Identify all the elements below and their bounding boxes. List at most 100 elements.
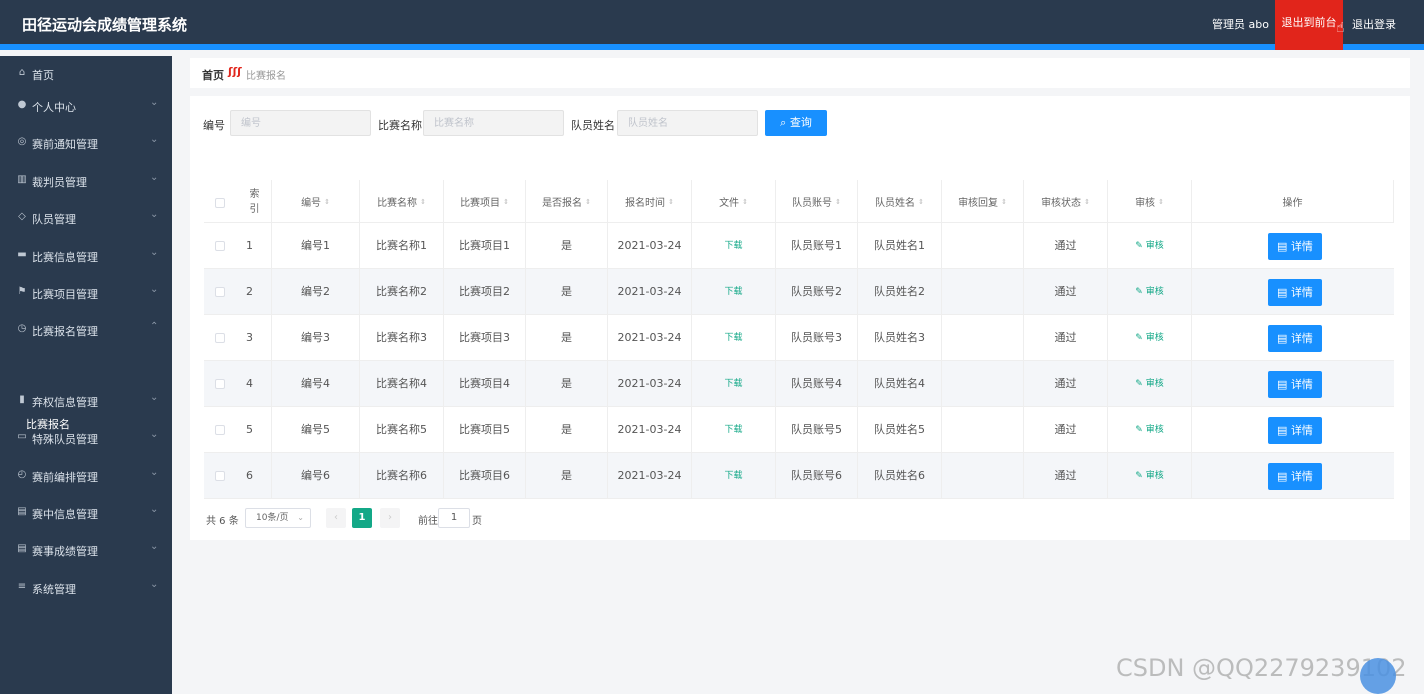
table-cell: 是 bbox=[526, 407, 608, 453]
audit-link[interactable]: ✎ 审核 bbox=[1108, 269, 1192, 315]
current-page-button[interactable]: 1 bbox=[352, 508, 372, 528]
sort-icon[interactable]: ⇕ bbox=[1084, 197, 1090, 206]
page-unit-label: 页 bbox=[472, 516, 482, 527]
column-header[interactable]: 文件 ⇕ bbox=[692, 180, 776, 223]
chevron-icon: ⌄ bbox=[150, 504, 159, 515]
column-header-label: 是否报名 bbox=[542, 198, 583, 209]
sort-icon[interactable]: ⇕ bbox=[668, 197, 674, 206]
sort-icon[interactable]: ⇕ bbox=[1158, 197, 1164, 206]
sidebar-item-8[interactable]: ▮ 弃权信息管理 ⌄ bbox=[0, 383, 172, 419]
sort-icon[interactable]: ⇕ bbox=[918, 197, 924, 206]
sort-icon[interactable]: ⇕ bbox=[420, 197, 426, 206]
sidebar-item-9[interactable]: ▭ 特殊队员管理 ⌄ bbox=[0, 420, 172, 456]
sidebar-subitem-registration[interactable]: 比赛报名 bbox=[26, 418, 70, 431]
audit-link[interactable]: ✎ 审核 bbox=[1108, 223, 1192, 269]
page-size-select[interactable]: 10条/页 ⌄ bbox=[245, 508, 311, 528]
detail-button[interactable]: ▤ 详情 bbox=[1268, 233, 1322, 260]
detail-button[interactable]: ▤ 详情 bbox=[1268, 463, 1322, 490]
detail-button[interactable]: ▤ 详情 bbox=[1268, 417, 1322, 444]
sidebar-item-label: 特殊队员管理 bbox=[32, 433, 98, 446]
column-header[interactable]: 比赛名称 ⇕ bbox=[360, 180, 444, 223]
table-row: 2 编号2 比赛名称2 比赛项目2 是 2021-03-24 队员账号2 队员姓名2 通过 下载 ✎… bbox=[204, 269, 1394, 315]
detail-label: 详情 bbox=[1290, 424, 1313, 437]
row-checkbox[interactable] bbox=[215, 241, 225, 251]
goto-label: 前往 bbox=[418, 516, 438, 527]
column-header[interactable]: 审核状态 ⇕ bbox=[1024, 180, 1108, 223]
sidebar-item-3[interactable]: ▥ 裁判员管理 ⌄ bbox=[0, 163, 172, 199]
prev-page-button[interactable]: ‹ bbox=[326, 508, 346, 528]
breadcrumb-home[interactable]: 首页 bbox=[202, 69, 224, 82]
search-input-player-name[interactable] bbox=[617, 110, 758, 136]
download-link[interactable]: 下载 bbox=[692, 361, 776, 407]
sidebar-item-5[interactable]: ▬ 比赛信息管理 ⌄ bbox=[0, 238, 172, 274]
row-checkbox[interactable] bbox=[215, 471, 225, 481]
query-button[interactable]: ⌕ 查询 bbox=[765, 110, 827, 136]
sidebar-item-10[interactable]: ◴ 赛前编排管理 ⌄ bbox=[0, 458, 172, 494]
chevron-icon: ⌄ bbox=[150, 541, 159, 552]
column-header[interactable]: 报名时间 ⇕ bbox=[608, 180, 692, 223]
edit-icon: ✎ bbox=[1135, 287, 1146, 297]
breadcrumb: 首页 ʃʃʃ 比赛报名 bbox=[190, 58, 1410, 88]
sidebar-item-13[interactable]: ≡ 系统管理 ⌄ bbox=[0, 570, 172, 606]
search-input-id[interactable] bbox=[230, 110, 371, 136]
column-header[interactable]: 索引 bbox=[238, 180, 272, 223]
detail-button[interactable]: ▤ 详情 bbox=[1268, 279, 1322, 306]
sidebar-item-2[interactable]: ◎ 赛前通知管理 ⌄ bbox=[0, 125, 172, 161]
document-icon: ▤ bbox=[1277, 286, 1291, 299]
column-header[interactable]: 编号 ⇕ bbox=[272, 180, 360, 223]
audit-link[interactable]: ✎ 审核 bbox=[1108, 361, 1192, 407]
table-cell: 队员账号6 bbox=[776, 453, 858, 499]
row-checkbox[interactable] bbox=[215, 287, 225, 297]
sort-icon[interactable]: ⇕ bbox=[835, 197, 841, 206]
sidebar-item-11[interactable]: ▤ 赛中信息管理 ⌄ bbox=[0, 495, 172, 531]
table-row: 4 编号4 比赛名称4 比赛项目4 是 2021-03-24 队员账号4 队员姓名4 通过 下载 ✎… bbox=[204, 361, 1394, 407]
next-page-button[interactable]: › bbox=[380, 508, 400, 528]
table-cell: 比赛名称5 bbox=[360, 407, 444, 453]
row-checkbox[interactable] bbox=[215, 333, 225, 343]
detail-button[interactable]: ▤ 详情 bbox=[1268, 371, 1322, 398]
download-link[interactable]: 下载 bbox=[692, 315, 776, 361]
sidebar-item-label: 赛中信息管理 bbox=[32, 508, 98, 521]
table-cell: 4 bbox=[238, 361, 272, 407]
download-link[interactable]: 下载 bbox=[692, 269, 776, 315]
row-checkbox[interactable] bbox=[215, 379, 225, 389]
column-header-label: 队员账号 bbox=[792, 198, 833, 209]
row-checkbox[interactable] bbox=[215, 425, 225, 435]
select-all-checkbox[interactable] bbox=[215, 198, 225, 208]
download-link[interactable]: 下载 bbox=[692, 223, 776, 269]
sort-icon[interactable]: ⇕ bbox=[742, 197, 748, 206]
sidebar-item-1[interactable]: ● 个人中心 ⌄ bbox=[0, 88, 172, 124]
download-link[interactable]: 下载 bbox=[692, 453, 776, 499]
sort-icon[interactable]: ⇕ bbox=[1001, 197, 1007, 206]
sort-icon[interactable]: ⇕ bbox=[324, 197, 330, 206]
audit-link[interactable]: ✎ 审核 bbox=[1108, 453, 1192, 499]
column-header-label: 审核回复 bbox=[958, 198, 999, 209]
sort-icon[interactable]: ⇕ bbox=[585, 197, 591, 206]
goto-page-input[interactable]: 1 bbox=[438, 508, 470, 528]
column-header[interactable]: 审核回复 ⇕ bbox=[942, 180, 1024, 223]
logout-button[interactable]: 退出登录 bbox=[1352, 18, 1396, 31]
sidebar-item-12[interactable]: ▤ 赛事成绩管理 ⌄ bbox=[0, 532, 172, 568]
detail-button[interactable]: ▤ 详情 bbox=[1268, 325, 1322, 352]
column-header[interactable]: 队员姓名 ⇕ bbox=[858, 180, 942, 223]
column-header[interactable]: 是否报名 ⇕ bbox=[526, 180, 608, 223]
audit-link[interactable]: ✎ 审核 bbox=[1108, 315, 1192, 361]
column-header-label: 文件 bbox=[719, 198, 740, 209]
audit-link[interactable]: ✎ 审核 bbox=[1108, 407, 1192, 453]
search-input-match-name[interactable] bbox=[423, 110, 564, 136]
floating-assistant-button[interactable] bbox=[1360, 658, 1396, 694]
sidebar-item-4[interactable]: ◇ 队员管理 ⌄ bbox=[0, 200, 172, 236]
column-header[interactable]: 队员账号 ⇕ bbox=[776, 180, 858, 223]
table-cell: 队员姓名6 bbox=[858, 453, 942, 499]
sidebar-item-0[interactable]: ⌂ 首页 bbox=[0, 56, 172, 92]
sidebar-item-6[interactable]: ⚑ 比赛项目管理 ⌄ bbox=[0, 275, 172, 311]
exit-to-frontend-button[interactable]: 退出到前台 bbox=[1275, 0, 1343, 50]
column-header[interactable]: 审核 ⇕ bbox=[1108, 180, 1192, 223]
document-icon: ▤ bbox=[1277, 378, 1291, 391]
document-icon: ▤ bbox=[1277, 470, 1291, 483]
column-header[interactable]: 比赛项目 ⇕ bbox=[444, 180, 526, 223]
table-cell: 队员姓名5 bbox=[858, 407, 942, 453]
sort-icon[interactable]: ⇕ bbox=[503, 197, 509, 206]
download-link[interactable]: 下载 bbox=[692, 407, 776, 453]
sidebar-item-7[interactable]: ◷ 比赛报名管理 ⌃ bbox=[0, 312, 172, 348]
